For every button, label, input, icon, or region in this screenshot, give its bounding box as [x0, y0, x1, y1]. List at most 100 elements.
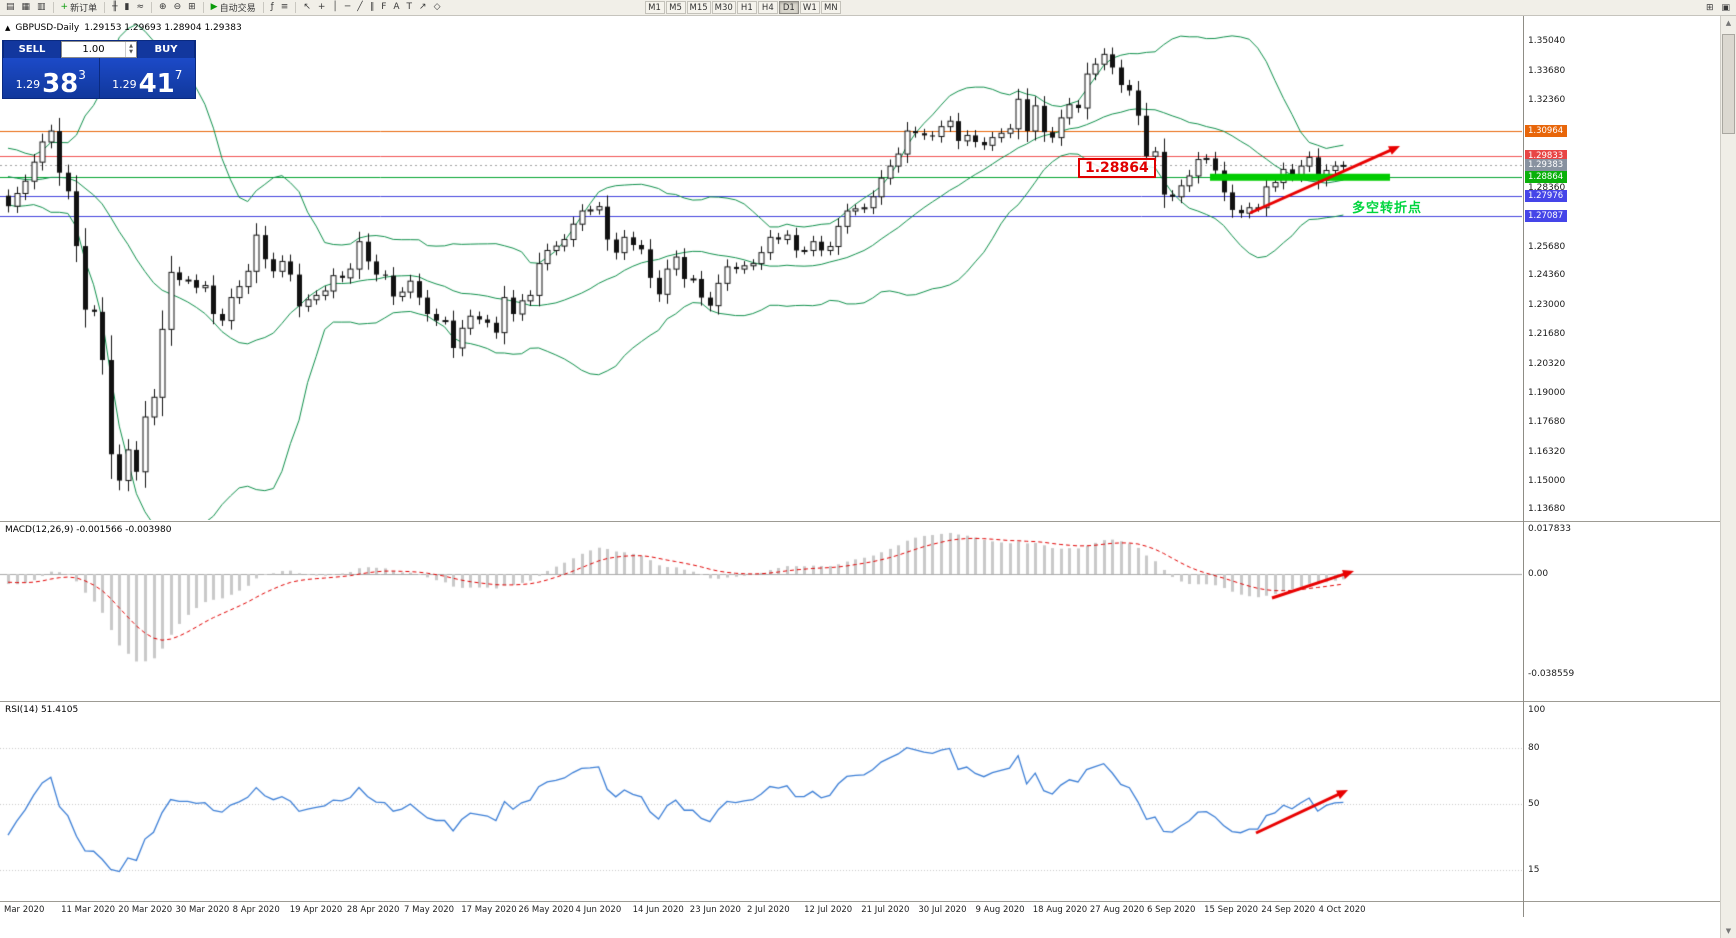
toolbar-separator: [52, 2, 54, 13]
rsi-axis-label: 80: [1528, 742, 1540, 753]
price-level-label: 1.29833: [1525, 149, 1567, 162]
new-chart-icon[interactable]: ▤: [3, 1, 18, 15]
indicators-icon[interactable]: ƒ: [268, 1, 277, 15]
buy-price-big: 41: [138, 68, 175, 99]
tile-windows-icon[interactable]: ⊞: [1705, 2, 1714, 13]
date-tick: 18 Aug 2020: [1032, 905, 1088, 915]
objects-list-icon[interactable]: ≡: [278, 1, 292, 15]
timeframe-m5[interactable]: M5: [665, 1, 686, 14]
market-watch-icon: ▥: [37, 2, 46, 12]
date-tick: 20 Mar 2020: [118, 905, 173, 915]
crosshair-icon[interactable]: +: [315, 1, 329, 15]
date-tick: 14 Jun 2020: [632, 905, 684, 915]
line-chart-icon[interactable]: ≈: [133, 1, 147, 15]
indicators-icon: ƒ: [270, 2, 274, 12]
zoom-in-icon[interactable]: ⊕: [156, 1, 170, 15]
toolbar-right-group: ⊞ ▣: [1703, 1, 1733, 15]
rsi-axis-label: 15: [1528, 864, 1540, 875]
timeframe-m30[interactable]: M30: [711, 1, 736, 14]
toolbar-separator: [104, 2, 106, 13]
volume-value[interactable]: 1.00: [82, 44, 105, 55]
macd-indicator-chart[interactable]: [0, 522, 1522, 700]
buy-price[interactable]: 1.29 41 7: [98, 58, 196, 99]
price-tick: 1.25680: [1528, 241, 1566, 252]
profiles-icon[interactable]: ▦: [19, 1, 34, 15]
buy-button[interactable]: BUY: [137, 41, 195, 58]
new-order-button[interactable]: + 新订单: [58, 1, 101, 15]
timeframe-m15[interactable]: M15: [686, 1, 711, 14]
volume-spin-buttons[interactable]: ▲ ▼: [125, 42, 136, 57]
arrow-tool-icon[interactable]: ↗: [416, 1, 430, 15]
bar-chart-icon[interactable]: ╫: [109, 1, 120, 15]
date-tick: 21 Jul 2020: [861, 905, 910, 915]
timeframe-w1[interactable]: W1: [799, 1, 820, 14]
grid-icon[interactable]: ⊞: [185, 1, 199, 15]
timeframe-group: M1 M5 M15 M30 H1 H4 D1 W1 MN: [644, 1, 841, 14]
timeframe-h1[interactable]: H1: [736, 1, 757, 14]
panel-separator[interactable]: [0, 521, 1736, 522]
horizontal-line-icon: ─: [344, 2, 351, 12]
volume-stepper[interactable]: 1.00 ▲ ▼: [61, 41, 137, 58]
timeframe-h4[interactable]: H4: [757, 1, 778, 14]
objects-list-icon: ≡: [280, 2, 289, 12]
date-axis[interactable]: Mar 2020 11 Mar 2020 20 Mar 2020 30 Mar 202…: [0, 903, 1522, 917]
date-tick: 19 Apr 2020: [289, 905, 343, 915]
zoom-out-icon[interactable]: ⊖: [171, 1, 185, 15]
price-tick: 1.33680: [1528, 66, 1566, 77]
candlestick-chart-icon[interactable]: ▮: [122, 1, 133, 15]
date-tick: 28 Apr 2020: [346, 905, 400, 915]
profiles-icon: ▦: [21, 2, 31, 12]
price-tick: 1.13680: [1528, 504, 1566, 515]
rsi-indicator-chart[interactable]: [0, 702, 1522, 900]
cursor-icon: ↖: [303, 2, 311, 12]
channel-icon[interactable]: ∥: [367, 1, 378, 15]
date-tick: 27 Aug 2020: [1089, 905, 1145, 915]
turning-point-annotation[interactable]: 多空转折点: [1352, 201, 1423, 216]
price-tick: 1.15000: [1528, 475, 1566, 486]
scrollbar-down-icon[interactable]: ▼: [1725, 927, 1732, 935]
price-tick: 1.24360: [1528, 270, 1566, 281]
date-tick: Mar 2020: [4, 905, 45, 915]
date-tick: 11 Mar 2020: [61, 905, 116, 915]
price-axis[interactable]: 1.35040 1.33680 1.32360 1.28360 1.25680 1.243…: [1524, 16, 1568, 906]
autotrading-icon: ▶: [210, 2, 218, 12]
panel-separator[interactable]: [0, 701, 1736, 702]
sell-price[interactable]: 1.29 38 3: [3, 58, 99, 98]
sell-button[interactable]: SELL: [3, 41, 61, 58]
cascade-windows-icon[interactable]: ▣: [1721, 2, 1730, 13]
horizontal-line-icon[interactable]: ─: [342, 1, 353, 15]
toolbar: ▤ ▦ ▥ + 新订单 ╫ ▮ ≈ ⊕ ⊖ ⊞ ▶ 自动交易 ƒ ≡ ↖ + │ ─ ╱ ∥ F A T ↗ ◇ M1 M5 M15 M3…: [0, 0, 1736, 16]
cursor-icon[interactable]: ↖: [300, 1, 314, 15]
support-price-annotation[interactable]: 1.28864: [1078, 158, 1156, 178]
price-axis-border: [1523, 16, 1524, 917]
market-watch-icon[interactable]: ▥: [34, 1, 49, 15]
price-level-label: 1.27976: [1525, 190, 1567, 203]
price-tick: 1.23000: [1528, 300, 1566, 311]
scrollbar-thumb[interactable]: [1722, 34, 1735, 134]
autotrading-button[interactable]: ▶ 自动交易: [208, 1, 259, 15]
chart-symbol-title: GBPUSD-Daily: [15, 23, 80, 33]
channel-icon: ∥: [369, 2, 375, 12]
grid-icon: ⊞: [188, 2, 196, 12]
vertical-line-icon[interactable]: │: [329, 1, 340, 15]
zoom-out-icon: ⊖: [173, 2, 182, 12]
shapes-icon[interactable]: ◇: [431, 1, 444, 15]
label-icon[interactable]: T: [404, 1, 416, 15]
volume-down-icon[interactable]: ▼: [129, 48, 133, 55]
text-icon[interactable]: A: [390, 1, 402, 15]
buy-price-sup: 7: [174, 68, 183, 82]
timeframe-d1[interactable]: D1: [778, 1, 799, 14]
zoom-in-icon: ⊕: [159, 2, 167, 12]
main-price-chart[interactable]: [0, 16, 1522, 520]
vertical-line-icon: │: [332, 2, 338, 12]
vertical-scrollbar[interactable]: ▲ ▼: [1720, 16, 1736, 938]
scrollbar-up-icon[interactable]: ▲: [1725, 19, 1732, 27]
chart-header: ▲ GBPUSD-Daily 1.29153 1.29693 1.28904 1…: [5, 23, 242, 33]
timeframe-m1[interactable]: M1: [644, 1, 665, 14]
text-icon: A: [393, 2, 400, 12]
volume-up-icon[interactable]: ▲: [129, 43, 133, 49]
timeframe-mn[interactable]: MN: [820, 1, 841, 14]
label-icon: T: [406, 2, 413, 12]
trendline-icon[interactable]: ╱: [354, 1, 365, 15]
fibonacci-icon[interactable]: F: [378, 1, 389, 15]
